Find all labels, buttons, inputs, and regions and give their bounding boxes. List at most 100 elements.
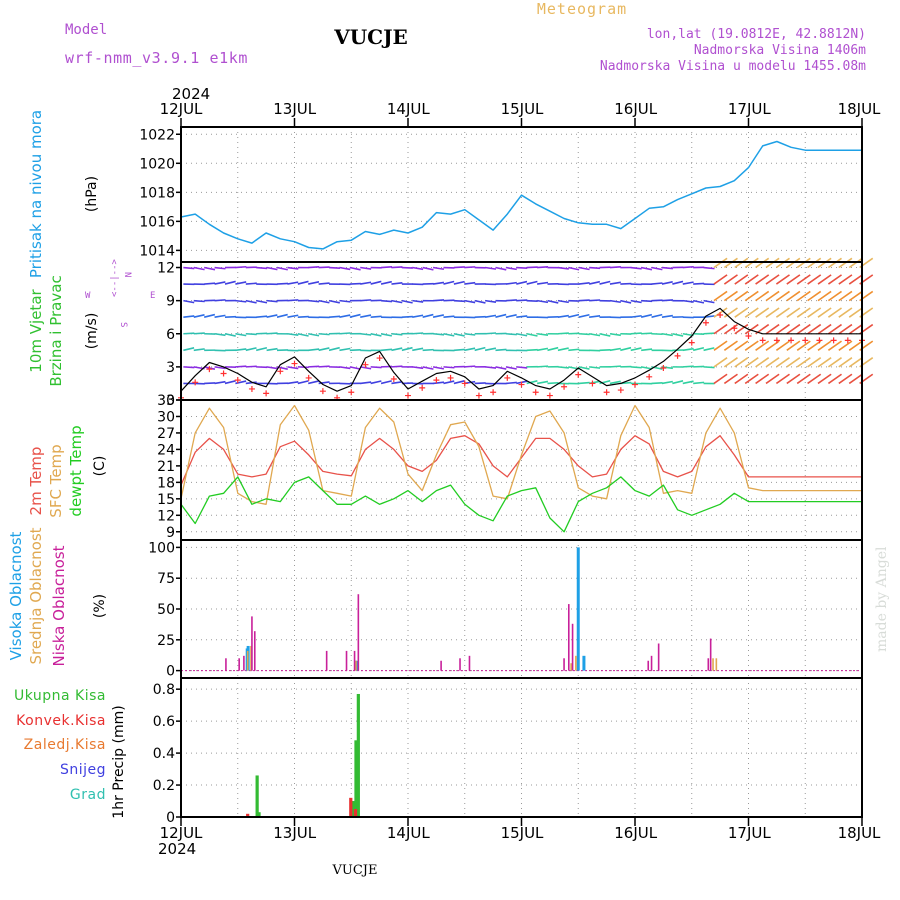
wind-arrow (775, 290, 790, 302)
wind-arrow (723, 307, 738, 318)
wind-arrow (453, 299, 465, 303)
wind-arrow (817, 307, 832, 318)
wind-arrow (827, 373, 842, 385)
precip-conv-bar (353, 809, 358, 817)
wind-arrow (370, 280, 382, 285)
wind-arrow (401, 266, 413, 269)
wind-arrow (391, 332, 403, 336)
wind-arrow (360, 266, 372, 270)
wind-arrow (723, 290, 738, 302)
wind-arrow (266, 347, 278, 352)
wind-arrow (287, 366, 299, 370)
day-label: 18JUL (838, 824, 881, 842)
wind-arrow (536, 299, 549, 304)
wind-arrow (245, 381, 257, 385)
y-tick-label: 0.4 (153, 746, 175, 762)
wind-arrow (713, 373, 728, 385)
y-tick-label: 1014 (139, 243, 175, 259)
wind-arrow (536, 281, 549, 285)
wind-arrow (297, 366, 309, 369)
wind-arrow (339, 332, 351, 335)
wind-arrow (703, 366, 715, 369)
y-tick-label: 30 (157, 409, 175, 425)
wind-arrow (734, 373, 749, 385)
day-label: 13JUL (273, 824, 316, 842)
wind-arrow (203, 313, 216, 318)
y-tick-label: 18 (157, 475, 175, 491)
wind-arrow (412, 366, 424, 370)
wind-arrow (391, 282, 403, 285)
wind-arrow (599, 280, 611, 285)
wind-speed-marker (348, 389, 355, 396)
wind-arrow (775, 357, 790, 368)
wind-speed-marker (362, 361, 369, 368)
wind-arrow (318, 381, 330, 385)
wind-arrow (630, 366, 642, 369)
wind-arrow (360, 299, 372, 302)
cloud-low-bar (563, 658, 565, 671)
cloud-low-bar (251, 616, 253, 671)
day-label: 13JUL (273, 100, 316, 118)
wind-arrow (578, 313, 590, 318)
wind-arrow (537, 332, 549, 336)
sfc-temp-line (180, 404, 862, 505)
temp-unit: (C) (92, 456, 108, 477)
wind-speed-marker (419, 384, 426, 391)
wind-arrow (235, 281, 247, 285)
year-bottom: 2024 (158, 840, 196, 858)
wind-arrow (744, 274, 759, 285)
t2m-line (180, 435, 862, 486)
wind-arrow (349, 282, 361, 285)
legend-total: Ukupna Kisa (14, 688, 106, 704)
wind-arrow (661, 281, 673, 285)
wind-arrow (661, 266, 673, 270)
wind-arrow (349, 266, 361, 271)
wind-arrow (630, 332, 642, 335)
wind-speed-marker (632, 381, 638, 388)
wind-arrow (339, 366, 351, 370)
wind-arrow (775, 307, 790, 318)
wind-arrow (453, 266, 465, 269)
cloud-low-bar (709, 638, 712, 671)
wind-arrow (516, 299, 528, 302)
wind-arrow (765, 357, 780, 368)
wind-arrow (692, 346, 705, 352)
wind-arrow (609, 380, 621, 385)
wind-arrow (703, 347, 715, 352)
day-label: 16JUL (614, 824, 657, 842)
wind-arrow (453, 280, 465, 285)
wind-arrow (432, 281, 445, 285)
wind-speed-marker (532, 389, 539, 396)
y-tick-label: 15 (157, 492, 175, 508)
wind-arrow (557, 366, 569, 369)
model-name: wrf-nmm_v3.9.1 e1km (65, 49, 248, 67)
wind-arrow (775, 373, 790, 385)
wind-arrow (786, 323, 801, 335)
wind-arrow (453, 380, 465, 385)
wind-speed-marker (773, 337, 780, 344)
wind-arrow (349, 349, 361, 352)
wind-arrow (557, 314, 569, 318)
wind-arrow (485, 332, 497, 335)
wind-unit: (m/s) (84, 313, 100, 350)
wind-arrow (838, 357, 853, 368)
wind-arrow (755, 357, 770, 368)
legend-snow: Snijeg (60, 762, 106, 778)
wind-arrow (796, 323, 811, 335)
wind-arrow (464, 365, 476, 368)
wind-speed-marker (646, 373, 653, 380)
wind-arrow (620, 299, 632, 304)
wind-arrow (266, 266, 278, 271)
wind-arrow (568, 348, 580, 352)
wind-arrow (817, 323, 832, 335)
svg-text:<--|-->: <--|--> (110, 258, 120, 297)
wind-arrow (682, 347, 694, 352)
day-label: 17JUL (728, 100, 771, 118)
wind-speed-marker (759, 337, 766, 344)
wind-arrow (682, 365, 694, 368)
wind-arrow (547, 346, 559, 352)
wind-arrow (370, 366, 382, 369)
wind-speed-marker (745, 332, 752, 339)
wind-arrow (464, 281, 476, 285)
wind-arrow (505, 266, 517, 271)
